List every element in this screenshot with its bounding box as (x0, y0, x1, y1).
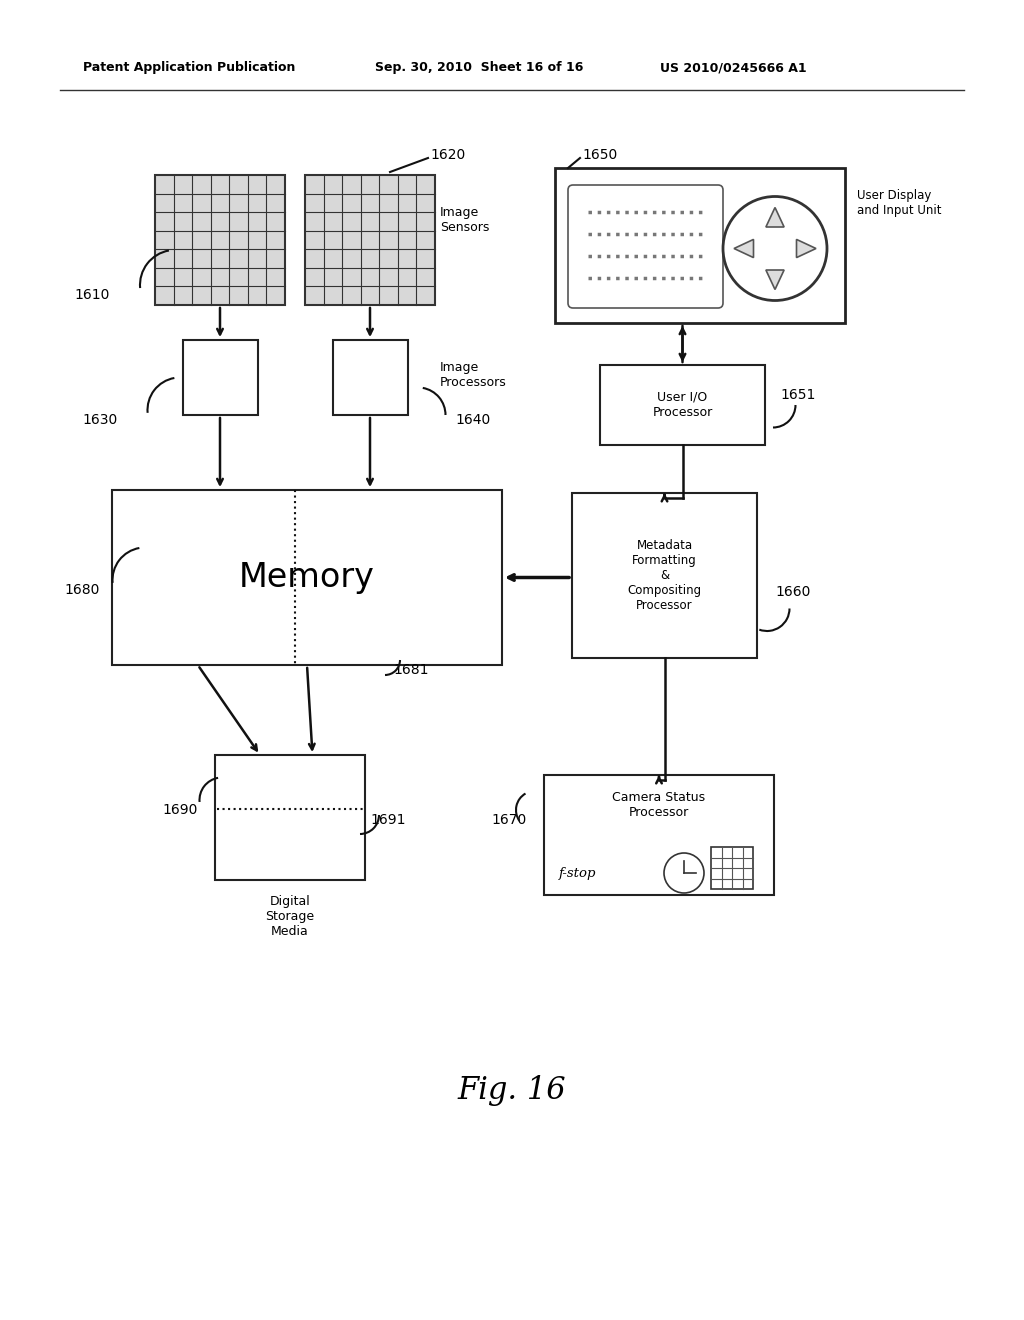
Bar (155, 176, 285, 305)
Text: Memory: Memory (239, 561, 375, 594)
Text: 1610: 1610 (75, 288, 110, 302)
Bar (215, 755, 365, 880)
FancyBboxPatch shape (555, 168, 845, 323)
Text: Patent Application Publication: Patent Application Publication (83, 62, 295, 74)
Text: Metadata
Formatting
&
Compositing
Processor: Metadata Formatting & Compositing Proces… (628, 539, 701, 612)
Text: Digital
Storage
Media: Digital Storage Media (265, 895, 314, 939)
Text: Fig. 16: Fig. 16 (458, 1074, 566, 1106)
Text: 1651: 1651 (780, 388, 815, 403)
Bar (544, 775, 774, 895)
Polygon shape (734, 239, 754, 257)
Text: 1691: 1691 (370, 813, 406, 828)
Bar (711, 847, 753, 888)
Bar (182, 341, 257, 414)
Bar (600, 366, 765, 445)
Text: f-stop: f-stop (559, 866, 597, 879)
Circle shape (664, 853, 705, 894)
Bar (333, 341, 408, 414)
Bar (305, 176, 435, 305)
Text: User Display
and Input Unit: User Display and Input Unit (857, 189, 941, 216)
Polygon shape (766, 207, 784, 227)
Bar (572, 492, 757, 657)
Circle shape (723, 197, 827, 301)
Text: 1640: 1640 (455, 413, 490, 426)
Polygon shape (766, 271, 784, 289)
Text: 1670: 1670 (492, 813, 527, 828)
Text: Image
Processors: Image Processors (440, 360, 507, 389)
Text: Sep. 30, 2010  Sheet 16 of 16: Sep. 30, 2010 Sheet 16 of 16 (375, 62, 584, 74)
Text: US 2010/0245666 A1: US 2010/0245666 A1 (660, 62, 807, 74)
Text: 1620: 1620 (430, 148, 465, 162)
Bar (112, 490, 502, 665)
Text: Image
Sensors: Image Sensors (440, 206, 489, 234)
Polygon shape (797, 239, 816, 257)
Text: 1680: 1680 (65, 583, 100, 597)
Text: 1690: 1690 (163, 803, 198, 817)
FancyBboxPatch shape (568, 185, 723, 308)
Text: 1650: 1650 (582, 148, 617, 162)
Text: 1660: 1660 (775, 585, 810, 599)
Text: User I/O
Processor: User I/O Processor (652, 391, 713, 418)
Text: 1681: 1681 (393, 663, 428, 677)
Text: Camera Status
Processor: Camera Status Processor (612, 791, 706, 818)
Text: 1630: 1630 (83, 413, 118, 426)
